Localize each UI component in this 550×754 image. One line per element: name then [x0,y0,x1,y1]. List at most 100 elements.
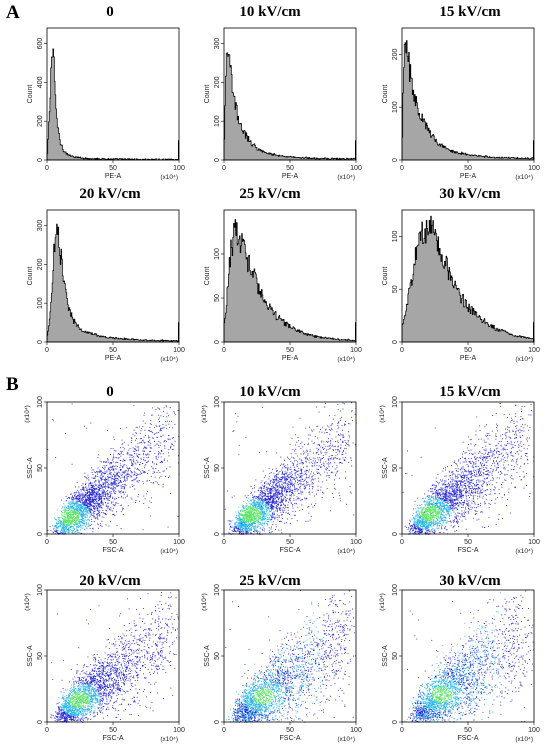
scatter-point [260,486,261,488]
scatter-point [149,430,151,432]
scatter-point [61,511,62,512]
scatter-point [282,464,284,466]
scatter-point [97,496,99,498]
scatter-point [241,524,242,525]
scatter-point [114,505,116,507]
scatter-point [300,443,302,444]
scatter-point [81,518,83,520]
scatter-point [145,463,147,465]
scatter-point [314,461,316,463]
scatter-point [96,508,98,509]
scatter-point [250,532,252,534]
scatter-point [86,520,88,522]
scatter-point [250,523,252,525]
scatter-point [96,507,98,509]
scatter-point [68,522,70,524]
scatter-point [71,496,73,498]
scatter-point [292,485,293,487]
scatter-point [244,522,246,524]
scatter-point [63,521,64,522]
scatter-point [243,511,245,513]
scatter-point [273,472,275,474]
scatter-point [98,454,99,456]
scatter-point [260,490,262,491]
scatter-point [239,522,241,524]
scatter-point [84,487,86,489]
scatter-point [284,474,285,476]
scatter-point [115,465,117,467]
scatter-point [98,486,100,488]
scatter-point [122,509,123,511]
scatter-point [81,527,83,529]
scatter-point [99,512,100,514]
scatter-point [98,490,100,491]
scatter-point [248,530,250,532]
scatter-point [168,415,169,417]
scatter-point [126,477,127,479]
scatter-point [62,527,64,528]
scatter-point [311,479,313,481]
scatter-point [59,520,61,522]
scatter-point [234,522,236,523]
scatter-point [71,530,73,531]
scatter-point [114,498,116,500]
scatter-point [320,459,322,461]
scatter-point [228,532,230,534]
scatter-point [177,410,179,412]
scatter-point [81,521,82,523]
scatter-point [261,486,262,488]
scatter-point [56,526,58,528]
scatter-point [116,457,118,459]
scatter-point [252,524,254,526]
scatter-point [282,476,283,478]
scatter-point [91,477,93,479]
scatter-point [136,480,138,482]
scatter-point [109,491,111,493]
scatter-point [261,516,263,518]
scatter-point [318,444,320,445]
scatter-point [251,508,253,509]
scatter-point [113,498,115,500]
scatter-point [85,495,87,497]
scatter-point [84,499,86,501]
scatter-point [270,488,272,490]
scatter-point [73,519,75,521]
scatter-point [255,506,256,507]
scatter-point [261,505,263,507]
scatter-point [120,465,122,466]
scatter-point [234,529,235,531]
scatter-point [257,519,259,521]
scatter-point [307,476,309,478]
scatter-point [241,512,243,514]
scatter-point [297,498,298,500]
scatter-point [112,510,114,512]
scatter-point [94,517,96,519]
scatter-point [152,462,154,464]
scatter-point [277,470,279,472]
scatter-point [75,519,77,521]
scatter-point [100,497,102,499]
scatter-point [338,458,340,460]
scatter-point [87,492,88,494]
scatter-point [112,477,114,479]
scatter-point [267,498,269,500]
scatter-point [95,495,97,496]
scatter-point [263,489,265,491]
scatter-point [82,492,84,494]
scatter-point [122,460,124,462]
scatter-point [120,492,122,494]
scatter-point [106,491,108,493]
scatter-point [252,514,253,515]
scatter-point [101,516,103,518]
scatter-point [251,518,253,519]
scatter-point [331,471,333,473]
scatter-point [263,525,265,527]
scatter-point [252,525,254,526]
scatter-point [236,530,238,532]
scatter-point [339,497,341,499]
scatter-point [120,473,122,475]
scatter-point [287,458,289,459]
scatter-point [240,528,242,530]
scatter-point [134,467,136,469]
scatter-point [285,492,287,493]
